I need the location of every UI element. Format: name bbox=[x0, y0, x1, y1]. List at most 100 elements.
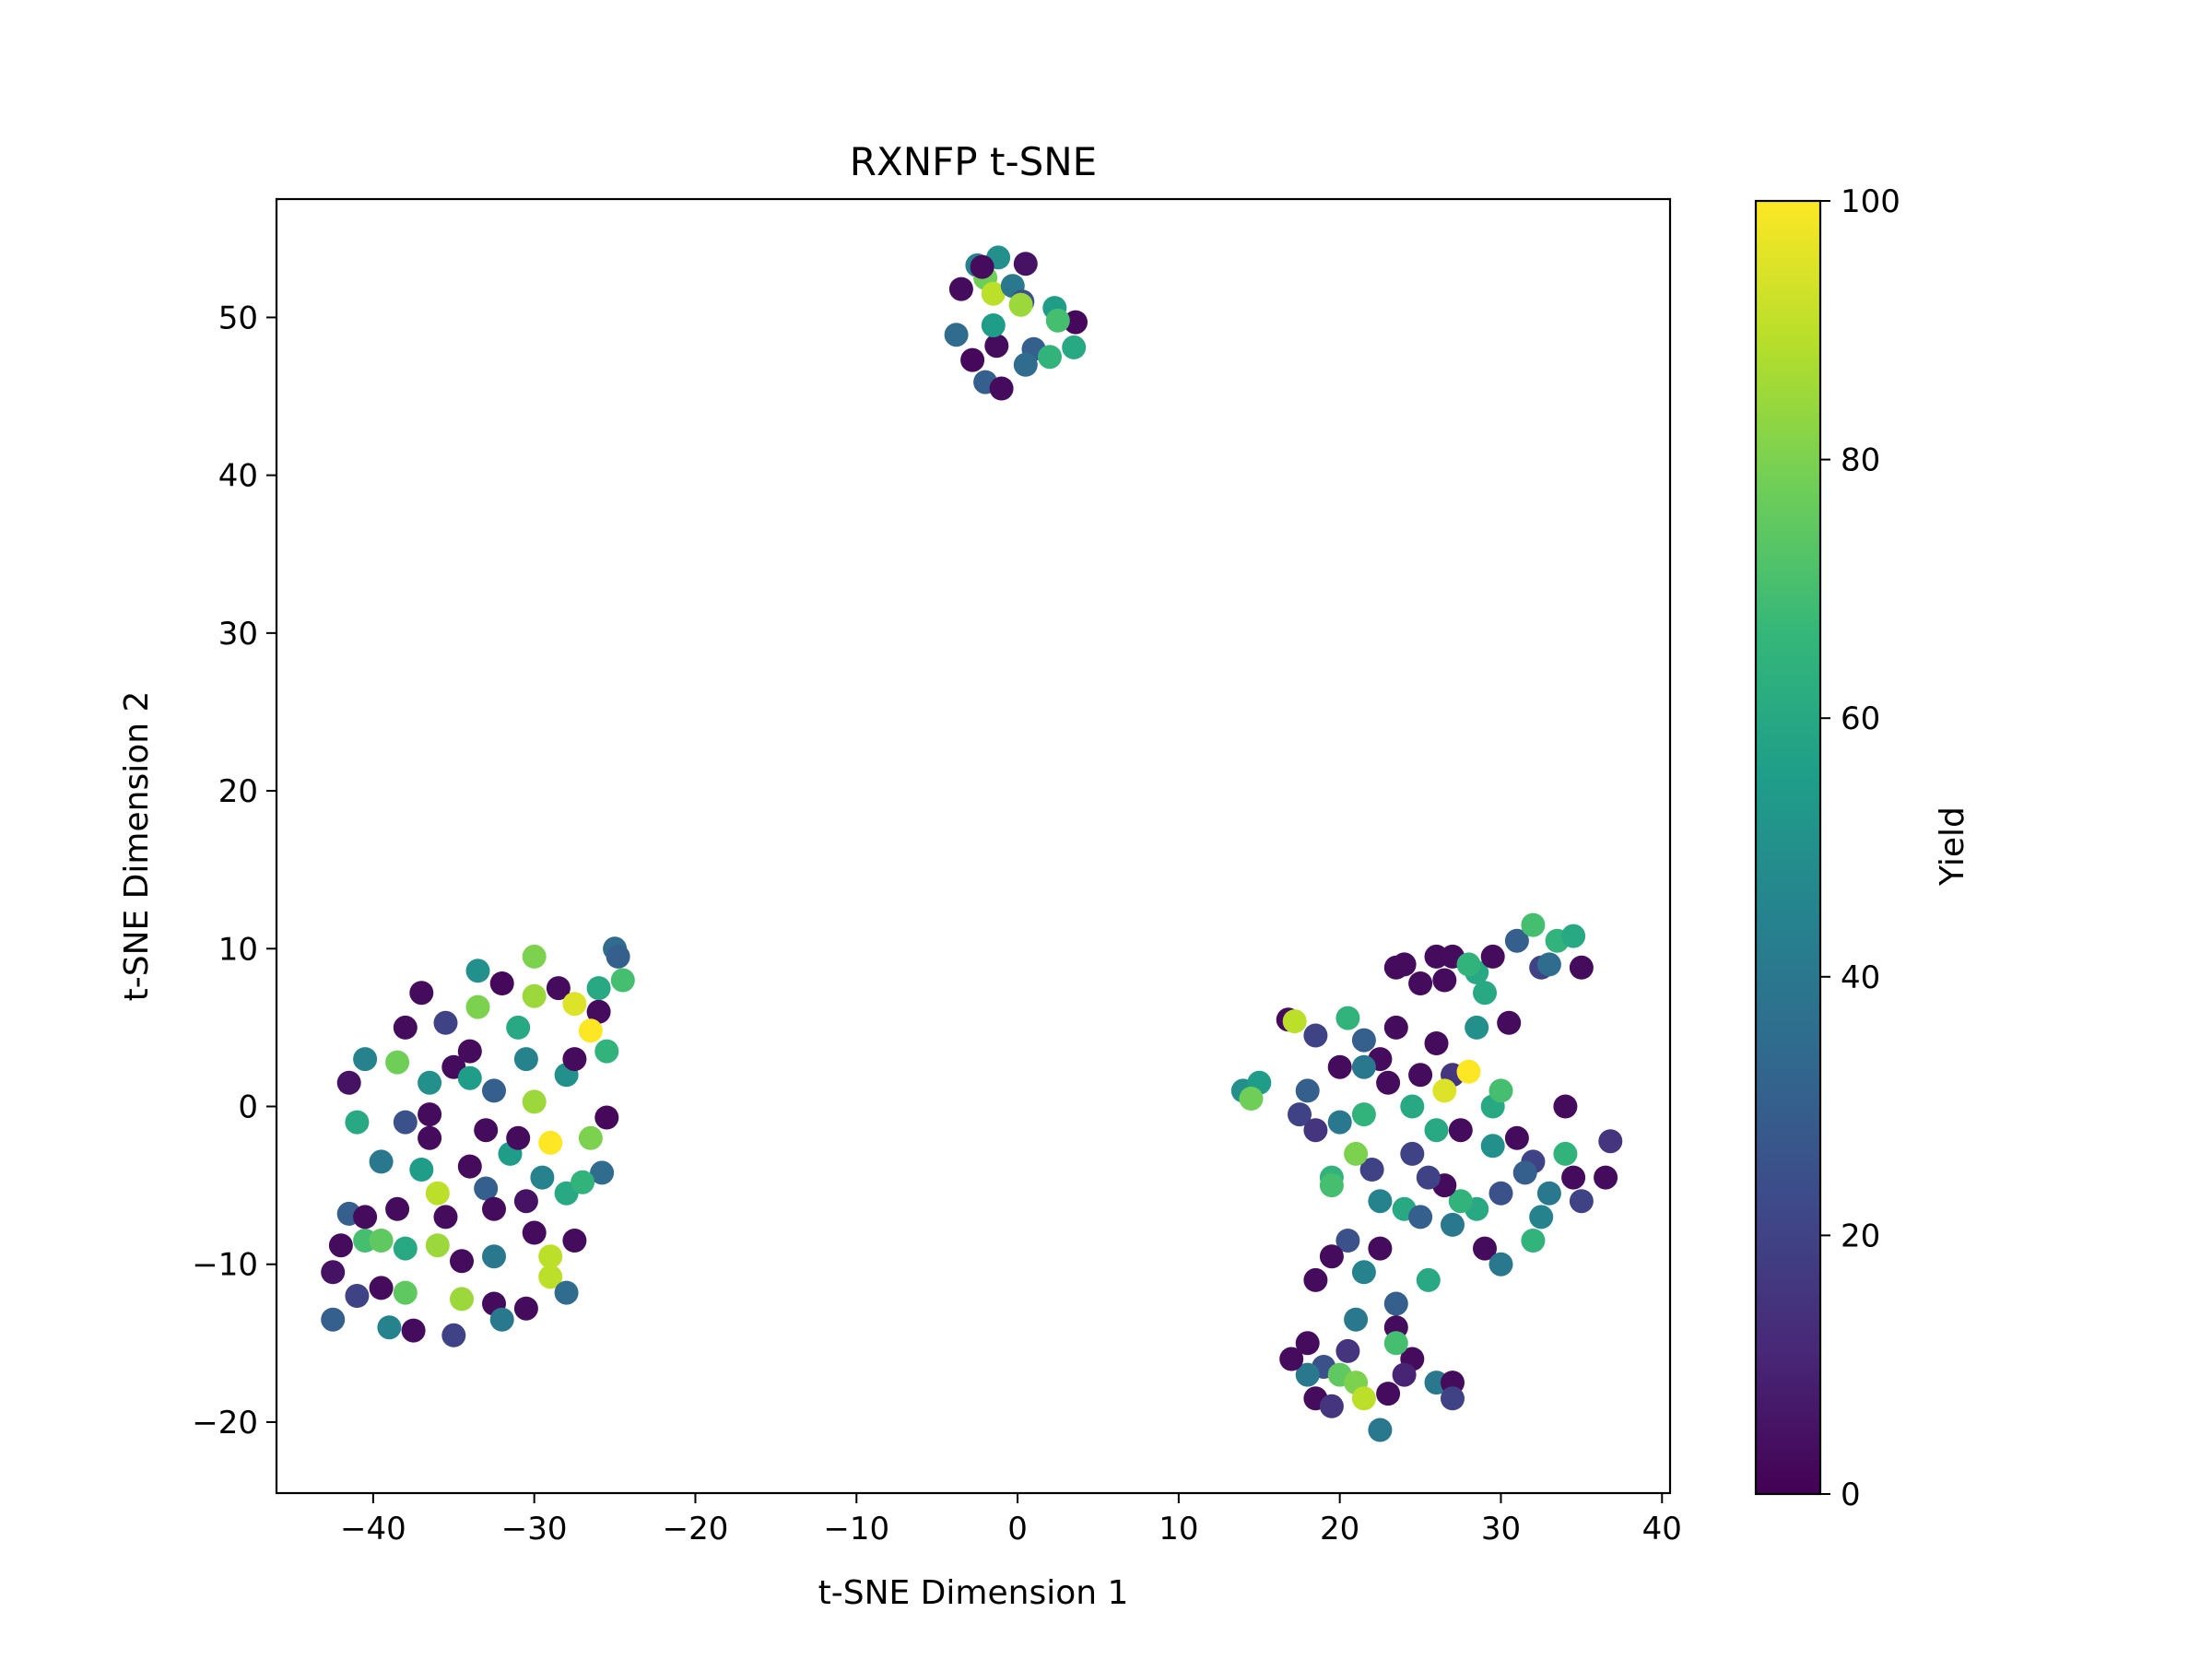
data-point bbox=[369, 1149, 394, 1174]
data-point bbox=[578, 1018, 603, 1043]
data-point bbox=[418, 1070, 442, 1095]
data-point bbox=[1408, 971, 1433, 995]
data-point bbox=[1295, 1362, 1320, 1387]
data-point bbox=[610, 968, 635, 993]
data-point bbox=[1383, 1015, 1408, 1040]
data-point bbox=[1569, 955, 1594, 980]
data-point bbox=[1335, 1229, 1360, 1253]
data-point bbox=[1536, 1181, 1561, 1206]
data-point bbox=[562, 1229, 587, 1253]
data-point bbox=[1335, 1006, 1360, 1030]
data-point bbox=[1303, 1023, 1328, 1048]
data-point bbox=[482, 1244, 506, 1269]
data-point bbox=[1553, 1094, 1578, 1119]
data-point bbox=[1594, 1165, 1618, 1190]
x-axis-label: t-SNE Dimension 1 bbox=[818, 1574, 1129, 1612]
x-axis: −40 −30 −20 −10 0 10 20 30 40 bbox=[340, 1493, 1682, 1547]
data-point bbox=[1368, 1189, 1393, 1214]
data-point bbox=[385, 1196, 410, 1221]
data-point bbox=[1529, 1205, 1554, 1230]
data-point bbox=[425, 1233, 450, 1258]
data-point bbox=[1045, 308, 1070, 333]
data-point bbox=[418, 1102, 442, 1127]
data-point bbox=[981, 313, 1006, 337]
data-point bbox=[353, 1205, 378, 1230]
data-point bbox=[606, 944, 630, 969]
colorbar-label: Yield bbox=[1934, 806, 1971, 887]
data-point bbox=[590, 1160, 615, 1185]
data-point bbox=[1400, 1141, 1425, 1166]
data-point bbox=[1488, 1181, 1513, 1206]
data-point bbox=[1488, 1252, 1513, 1277]
y-axis: −20 −10 0 10 20 30 40 50 bbox=[192, 300, 276, 1441]
data-point bbox=[1038, 345, 1062, 370]
x-tick-label: 10 bbox=[1159, 1511, 1198, 1547]
data-point bbox=[1376, 1382, 1401, 1406]
data-point bbox=[522, 944, 547, 969]
data-point bbox=[457, 1065, 482, 1090]
data-point bbox=[377, 1315, 402, 1340]
data-point bbox=[1504, 1125, 1529, 1150]
colorbar-tick-label: 60 bbox=[1841, 700, 1880, 737]
data-point bbox=[1473, 981, 1497, 1006]
data-point bbox=[1239, 1087, 1264, 1111]
data-point bbox=[1569, 1189, 1594, 1214]
data-point bbox=[530, 1165, 555, 1190]
y-tick-label: −10 bbox=[192, 1247, 258, 1284]
data-point bbox=[489, 1307, 514, 1332]
data-point bbox=[1319, 1173, 1344, 1198]
data-point bbox=[1344, 1307, 1369, 1332]
data-point bbox=[1062, 335, 1087, 359]
data-point bbox=[393, 1015, 418, 1040]
data-point bbox=[321, 1260, 346, 1285]
colorbar-tick-label: 100 bbox=[1841, 183, 1900, 220]
data-point bbox=[1376, 1070, 1401, 1095]
data-point bbox=[1504, 928, 1529, 953]
data-point bbox=[328, 1233, 353, 1258]
data-point bbox=[336, 1070, 361, 1095]
y-tick-label: 0 bbox=[238, 1089, 258, 1126]
data-point bbox=[1344, 1141, 1369, 1166]
data-point bbox=[1416, 1267, 1441, 1292]
data-point bbox=[1013, 352, 1038, 377]
y-tick-label: 10 bbox=[218, 931, 258, 968]
y-tick-label: 30 bbox=[218, 616, 258, 653]
data-point bbox=[1282, 1009, 1307, 1034]
colorbar-tick-label: 20 bbox=[1841, 1218, 1880, 1254]
data-point bbox=[522, 1220, 547, 1245]
data-point bbox=[1359, 1158, 1384, 1182]
data-point bbox=[1473, 1236, 1497, 1261]
data-point bbox=[1319, 1244, 1344, 1269]
data-point bbox=[513, 1047, 538, 1072]
data-point bbox=[385, 1050, 410, 1075]
data-point bbox=[594, 1105, 619, 1130]
data-point bbox=[1295, 1331, 1320, 1356]
data-point bbox=[506, 1125, 531, 1150]
data-point bbox=[970, 254, 994, 279]
data-point bbox=[489, 971, 514, 995]
x-tick-label: 20 bbox=[1320, 1511, 1359, 1547]
data-point bbox=[450, 1249, 474, 1274]
x-tick-label: 40 bbox=[1642, 1511, 1682, 1547]
plot-area-frame bbox=[275, 197, 1672, 1495]
data-point bbox=[586, 976, 611, 1001]
data-point bbox=[1561, 1165, 1586, 1190]
data-point bbox=[1512, 1160, 1537, 1185]
data-point bbox=[425, 1181, 450, 1206]
data-point bbox=[1383, 1291, 1408, 1316]
colorbar-axis: 0 20 40 60 80 100 bbox=[1820, 183, 1900, 1513]
data-point bbox=[513, 1296, 538, 1321]
data-point bbox=[1416, 1165, 1441, 1190]
data-point bbox=[1351, 1102, 1376, 1127]
data-point bbox=[1368, 1236, 1393, 1261]
data-point bbox=[1013, 252, 1038, 276]
data-point bbox=[522, 1089, 547, 1114]
data-point bbox=[562, 1047, 587, 1072]
data-point bbox=[1335, 1338, 1360, 1363]
colorbar-tick-label: 0 bbox=[1841, 1477, 1861, 1513]
data-point bbox=[409, 1158, 434, 1182]
data-point bbox=[409, 981, 434, 1006]
data-point bbox=[1456, 952, 1481, 977]
data-point bbox=[1424, 1031, 1449, 1055]
data-point bbox=[321, 1307, 346, 1332]
